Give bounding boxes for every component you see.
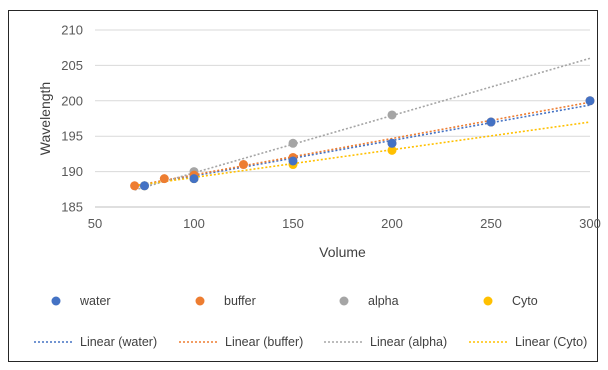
legend-marker-buffer bbox=[195, 296, 205, 306]
y-tick-label: 210 bbox=[61, 23, 83, 38]
data-point-water bbox=[585, 96, 595, 106]
data-point-water bbox=[288, 156, 298, 166]
x-tick-label: 50 bbox=[88, 216, 102, 231]
y-tick-label: 185 bbox=[61, 200, 83, 215]
x-tick-label: 150 bbox=[282, 216, 304, 231]
legend-label: alpha bbox=[368, 294, 399, 308]
x-tick-label: 200 bbox=[381, 216, 403, 231]
data-point-water bbox=[140, 181, 149, 191]
data-point-buffer bbox=[159, 174, 169, 184]
x-tick-label: 300 bbox=[579, 216, 601, 231]
trendline-cyto bbox=[134, 121, 591, 187]
y-tick-label: 205 bbox=[61, 58, 83, 73]
x-tick-label: 250 bbox=[480, 216, 502, 231]
y-tick-label: 195 bbox=[61, 129, 83, 144]
data-point-buffer bbox=[239, 160, 248, 170]
legend-trendline-label: Linear (Cyto) bbox=[515, 335, 587, 349]
legend-marker-alpha bbox=[339, 296, 349, 306]
data-point-buffer bbox=[130, 181, 140, 191]
data-point-alpha bbox=[387, 110, 397, 120]
data-point-water bbox=[387, 138, 397, 148]
legend-label: buffer bbox=[224, 294, 256, 308]
x-axis-title: Volume bbox=[319, 244, 366, 260]
legend-marker-water bbox=[51, 296, 61, 306]
legend-trendline-label: Linear (buffer) bbox=[225, 335, 303, 349]
data-point-water bbox=[189, 174, 199, 184]
legend-label: Cyto bbox=[512, 294, 538, 308]
x-tick-label: 100 bbox=[183, 216, 205, 231]
data-point-water bbox=[486, 117, 496, 127]
trendline-water bbox=[134, 104, 591, 188]
chart-frame bbox=[8, 10, 598, 362]
legend-label: water bbox=[79, 294, 111, 308]
trendline-buffer bbox=[134, 101, 591, 187]
legend-trendline-label: Linear (alpha) bbox=[370, 335, 447, 349]
data-point-cyto bbox=[387, 145, 397, 155]
trendline-alpha bbox=[134, 57, 591, 191]
y-tick-label: 200 bbox=[61, 93, 83, 108]
legend-marker-cyto bbox=[483, 296, 493, 306]
y-axis-title: Wavelength bbox=[37, 82, 53, 155]
data-point-alpha bbox=[288, 138, 298, 148]
y-tick-label: 190 bbox=[61, 164, 83, 179]
legend-trendline-label: Linear (water) bbox=[80, 335, 157, 349]
